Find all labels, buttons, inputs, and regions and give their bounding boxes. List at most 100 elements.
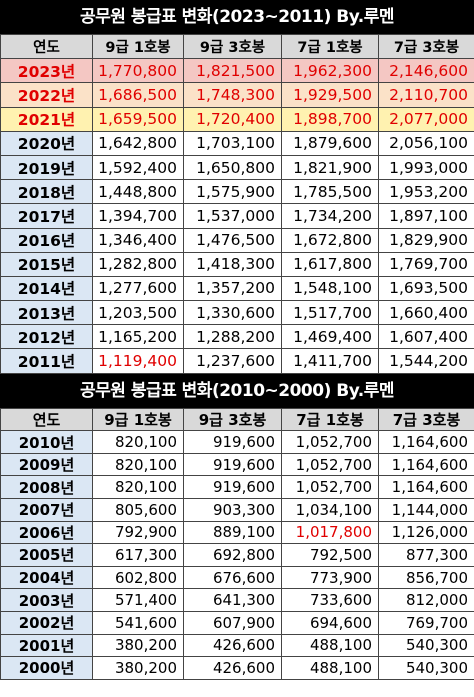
salary-cell: 1,821,900: [281, 154, 379, 181]
salary-cell: 1,052,700: [281, 452, 379, 477]
table-row: 2010년 820,100 919,600 1,052,700 1,164,60…: [0, 430, 474, 454]
salary-cell: 877,300: [378, 543, 474, 567]
year-cell: 2000년: [0, 656, 93, 680]
salary-cell: 488,100: [281, 633, 379, 658]
salary-cell: 919,600: [183, 475, 282, 499]
salary-cell: 1,703,100: [183, 130, 282, 156]
salary-cell: 1,203,500: [92, 300, 184, 326]
salary-cell: 1,237,600: [183, 348, 282, 374]
salary-cell: 2,077,000: [378, 106, 474, 132]
salary-cell: 1,034,100: [281, 498, 379, 522]
table-row: 2008년 820,100 919,600 1,052,700 1,164,60…: [0, 475, 474, 499]
salary-cell: 1,953,200: [378, 179, 474, 205]
salary-cell: 1,548,100: [281, 275, 379, 302]
salary-cell: 1,642,800: [92, 130, 184, 156]
column-header-grade9-step3: 9급 3호봉: [183, 33, 282, 60]
salary-cell: 617,300: [92, 543, 184, 567]
year-cell: 2017년: [0, 203, 93, 229]
salary-cell: 1,357,200: [183, 275, 282, 302]
salary-cell: 541,600: [92, 610, 184, 635]
salary-cell: 903,300: [183, 498, 282, 522]
table-row: 2021년 1,659,500 1,720,400 1,898,700 2,07…: [0, 106, 474, 132]
table1-title: 공무원 봉급표 변화(2023~2011) By.루멘: [0, 0, 474, 34]
salary-cell: 1,962,300: [281, 58, 379, 84]
salary-cell: 1,770,800: [92, 58, 184, 84]
salary-cell: 1,537,000: [183, 203, 282, 229]
salary-cell: 805,600: [92, 498, 184, 522]
year-cell: 2008년: [0, 475, 93, 499]
salary-cell: 820,100: [92, 430, 184, 454]
salary-cell: 694,600: [281, 610, 379, 635]
salary-cell: 1,448,800: [92, 179, 184, 205]
salary-cell: 380,200: [92, 633, 184, 658]
year-cell: 2003년: [0, 588, 93, 612]
table-row: 2017년 1,394,700 1,537,000 1,734,200 1,89…: [0, 203, 474, 229]
salary-cell: 1,879,600: [281, 130, 379, 156]
year-cell: 2015년: [0, 251, 93, 277]
salary-cell: 1,660,400: [378, 300, 474, 326]
salary-cell: 676,600: [183, 565, 282, 590]
salary-cell: 1,785,500: [281, 179, 379, 205]
table2-header-row: 연도 9급 1호봉 9급 3호봉 7급 1호봉 7급 3호봉: [0, 407, 474, 432]
table-row: 2013년 1,203,500 1,330,600 1,517,700 1,66…: [0, 300, 474, 326]
salary-cell: 1,144,000: [378, 498, 474, 522]
column-header-year: 연도: [0, 407, 93, 432]
table-row: 2001년 380,200 426,600 488,100 540,300: [0, 633, 474, 658]
salary-cell: 1,575,900: [183, 179, 282, 205]
salary-cell: 1,164,600: [378, 475, 474, 499]
table-row: 2000년 380,200 426,600 488,100 540,300: [0, 656, 474, 680]
table1-header-row: 연도 9급 1호봉 9급 3호봉 7급 1호봉 7급 3호봉: [0, 33, 474, 60]
salary-cell: 1,720,400: [183, 106, 282, 132]
salary-cell: 1,829,900: [378, 227, 474, 253]
salary-cell: 1,288,200: [183, 324, 282, 350]
table-row: 2009년 820,100 919,600 1,052,700 1,164,60…: [0, 452, 474, 477]
salary-cell: 919,600: [183, 452, 282, 477]
salary-cell: 1,592,400: [92, 154, 184, 181]
year-cell: 2022년: [0, 82, 93, 108]
table-row: 2023년 1,770,800 1,821,500 1,962,300 2,14…: [0, 58, 474, 84]
table-row: 2016년 1,346,400 1,476,500 1,672,800 1,82…: [0, 227, 474, 253]
salary-cell: 607,900: [183, 610, 282, 635]
salary-cell: 1,993,000: [378, 154, 474, 181]
year-cell: 2006년: [0, 520, 93, 545]
salary-cell: 1,517,700: [281, 300, 379, 326]
salary-cell: 1,277,600: [92, 275, 184, 302]
salary-cell: 1,017,800: [281, 520, 379, 545]
salary-cell: 1,672,800: [281, 227, 379, 253]
salary-cell: 1,734,200: [281, 203, 379, 229]
year-cell: 2012년: [0, 324, 93, 350]
salary-cell: 1,897,100: [378, 203, 474, 229]
salary-cell: 1,411,700: [281, 348, 379, 374]
salary-cell: 602,800: [92, 565, 184, 590]
table-row: 2005년 617,300 692,800 792,500 877,300: [0, 543, 474, 567]
salary-cell: 571,400: [92, 588, 184, 612]
salary-cell: 426,600: [183, 656, 282, 680]
salary-cell: 812,000: [378, 588, 474, 612]
salary-cell: 1,693,500: [378, 275, 474, 302]
year-cell: 2001년: [0, 633, 93, 658]
salary-table-2023-2011: 연도 9급 1호봉 9급 3호봉 7급 1호봉 7급 3호봉 2023년 1,7…: [0, 33, 474, 374]
year-cell: 2021년: [0, 106, 93, 132]
salary-cell: 1,164,600: [378, 452, 474, 477]
salary-cell: 1,418,300: [183, 251, 282, 277]
salary-cell: 856,700: [378, 565, 474, 590]
table-row: 2011년 1,119,400 1,237,600 1,411,700 1,54…: [0, 348, 474, 374]
salary-cell: 820,100: [92, 452, 184, 477]
column-header-year: 연도: [0, 33, 93, 60]
table-row: 2012년 1,165,200 1,288,200 1,469,400 1,60…: [0, 324, 474, 350]
salary-cell: 1,165,200: [92, 324, 184, 350]
salary-cell: 1,126,000: [378, 520, 474, 545]
column-header-grade7-step3: 7급 3호봉: [378, 33, 474, 60]
salary-cell: 1,686,500: [92, 82, 184, 108]
year-cell: 2010년: [0, 430, 93, 454]
salary-cell: 1,119,400: [92, 348, 184, 374]
salary-cell: 540,300: [378, 633, 474, 658]
salary-cell: 1,346,400: [92, 227, 184, 253]
salary-cell: 426,600: [183, 633, 282, 658]
column-header-grade7-step1: 7급 1호봉: [281, 407, 379, 432]
salary-cell: 1,929,500: [281, 82, 379, 108]
salary-cell: 1,769,700: [378, 251, 474, 277]
column-header-grade9-step3: 9급 3호봉: [183, 407, 282, 432]
year-cell: 2023년: [0, 58, 93, 84]
table-row: 2020년 1,642,800 1,703,100 1,879,600 2,05…: [0, 130, 474, 156]
